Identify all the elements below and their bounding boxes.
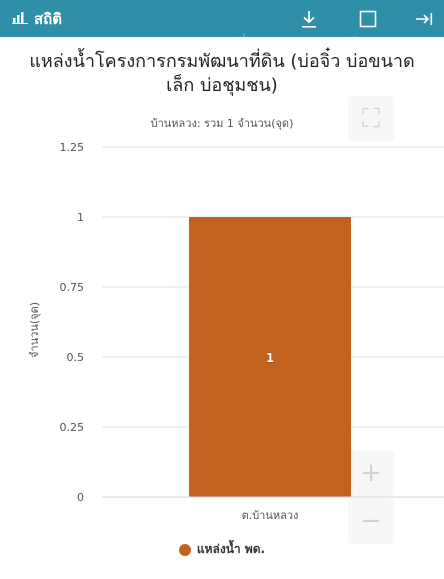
chart-title: แหล่งน้ำโครงการกรมพัฒนาที่ดิน (บ่อจิ๋ว บ… <box>29 51 415 96</box>
x-axis-ticks: ต.บ้านหลวง <box>242 509 299 522</box>
expand-icon: ⛶ <box>361 103 381 134</box>
chart-subtitle: บ้านหลวง: รวม 1 จำนวน(จุด) <box>150 117 294 130</box>
background-tab-map: แผนที่ <box>205 35 247 54</box>
square-icon <box>359 10 377 28</box>
background-tab-schedule: ตารางเรียน <box>298 35 378 54</box>
x-tick-label: ต.บ้านหลวง <box>242 509 299 522</box>
y-tick-label: 0.75 <box>60 281 85 294</box>
bar[interactable] <box>189 217 351 497</box>
chart-plot: 0 0.25 0.5 0.75 1 1.25 จำนวน(จุด) 1 ต.บ้านหลว… <box>28 141 444 522</box>
fullscreen-button[interactable] <box>355 6 381 32</box>
y-axis-label: จำนวน(จุด) <box>28 302 41 358</box>
data-label: 1 <box>266 351 274 365</box>
download-button[interactable] <box>296 6 322 32</box>
y-tick-label: 0.25 <box>60 421 85 434</box>
bar-chart-icon <box>12 9 28 28</box>
y-tick-label: 1 <box>77 211 84 224</box>
y-tick-label: 0.5 <box>67 351 85 364</box>
background-zoom-in-button: + <box>348 450 394 496</box>
legend-swatch <box>178 543 191 556</box>
panel-title-group: สถิติ <box>12 9 62 28</box>
y-tick-label: 0 <box>77 491 84 504</box>
bars: 1 <box>189 217 351 497</box>
chart-panel-header: สถิติ <box>0 0 444 37</box>
collapse-panel-button[interactable] <box>411 6 437 32</box>
background-zoom-out-button: − <box>348 498 394 544</box>
collapse-icon <box>416 13 433 25</box>
chart-legend[interactable]: แหล่งน้ำ พด. <box>0 540 444 559</box>
panel-title: สถิติ <box>34 9 62 28</box>
y-tick-label: 1.25 <box>60 141 85 154</box>
zoom-out-icon: − <box>360 506 382 536</box>
legend-label: แหล่งน้ำ พด. <box>196 542 266 556</box>
download-icon <box>302 11 316 28</box>
zoom-in-icon: + <box>360 458 382 488</box>
y-axis-ticks: 0 0.25 0.5 0.75 1 1.25 <box>60 141 85 504</box>
background-expand-button: ⛶ <box>348 96 394 142</box>
